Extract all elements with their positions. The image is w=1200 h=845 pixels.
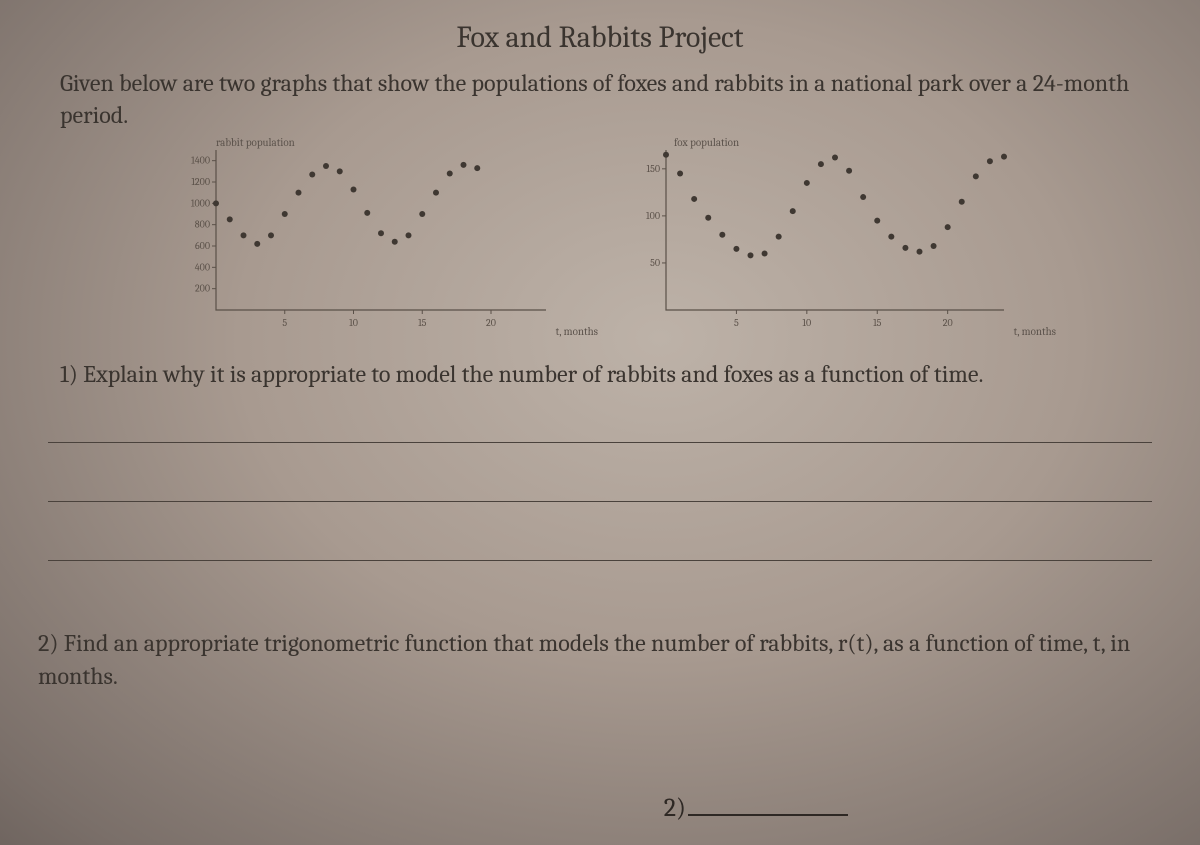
answer-line [48, 501, 1152, 502]
fox-chart: fox population 501001505101520 t, months [614, 140, 1044, 344]
svg-text:5: 5 [734, 317, 739, 329]
rabbit-xlabel: t, months [556, 325, 598, 338]
svg-text:200: 200 [195, 282, 210, 294]
rabbit-chart-title: rabbit population [216, 136, 295, 149]
svg-text:15: 15 [873, 317, 882, 329]
svg-text:400: 400 [195, 261, 210, 273]
answer-blank-2: 2) [664, 793, 848, 823]
svg-text:20: 20 [486, 317, 496, 329]
worksheet-page: Fox and Rabbits Project Given below are … [0, 0, 1200, 845]
svg-text:800: 800 [195, 218, 210, 230]
rabbit-scatter: 200 400 600 800 1000 1200 1400 5 10 15 20 [156, 140, 586, 340]
rabbit-chart: rabbit population 2004006008001000120014… [156, 140, 586, 344]
charts-row: rabbit population 2004006008001000120014… [0, 140, 1200, 344]
svg-text:15: 15 [418, 317, 427, 329]
svg-text:5: 5 [282, 317, 287, 329]
svg-text:1000: 1000 [191, 197, 210, 209]
fox-chart-title: fox population [674, 136, 739, 149]
svg-text:50: 50 [650, 257, 660, 269]
fox-xlabel: t, months [1014, 325, 1056, 338]
fox-scatter: 50 100 150 5 10 15 20 [614, 140, 1044, 340]
svg-text:10: 10 [802, 317, 811, 329]
answer-blank-line [688, 814, 848, 816]
answer-line [48, 442, 1152, 443]
svg-text:150: 150 [646, 163, 660, 175]
svg-text:1400: 1400 [191, 154, 210, 166]
svg-text:1200: 1200 [191, 176, 210, 188]
answer-blank-label: 2) [664, 793, 686, 823]
intro-text: Given below are two graphs that show the… [0, 55, 1200, 132]
page-title: Fox and Rabbits Project [0, 0, 1200, 55]
question-1: 1) Explain why it is appropriate to mode… [0, 344, 1200, 390]
svg-text:600: 600 [195, 240, 210, 252]
svg-text:10: 10 [349, 317, 358, 329]
svg-text:100: 100 [646, 210, 660, 222]
question-2: 2) Find an appropriate trigonometric fun… [0, 561, 1200, 692]
svg-text:20: 20 [943, 317, 953, 329]
